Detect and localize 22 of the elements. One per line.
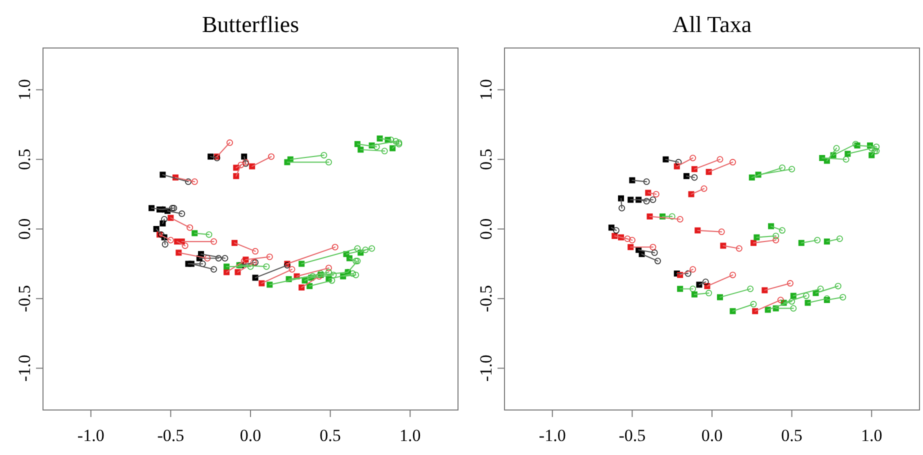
y-tick-label: 1.0 bbox=[476, 79, 496, 100]
x-tick-label: 0.5 bbox=[320, 426, 341, 445]
x-tick-label: 0.0 bbox=[240, 426, 262, 445]
x-tick-label: -0.5 bbox=[618, 426, 646, 445]
y-tick-label: -0.5 bbox=[15, 285, 34, 312]
chart-title: All Taxa bbox=[672, 12, 752, 37]
y-tick-label: 0.5 bbox=[476, 148, 496, 170]
x-tick-label: -1.0 bbox=[538, 426, 566, 445]
x-tick-label: 0.0 bbox=[701, 426, 723, 445]
x-tick-label: 1.0 bbox=[860, 426, 882, 445]
x-tick-label: 1.0 bbox=[399, 426, 421, 445]
y-tick-label: -0.5 bbox=[476, 285, 496, 312]
y-tick-label: 0.0 bbox=[15, 218, 34, 240]
chart-title: Butterflies bbox=[202, 12, 300, 37]
x-tick-label: 0.5 bbox=[781, 426, 802, 445]
y-tick-label: 0.5 bbox=[15, 148, 34, 170]
y-tick-label: -1.0 bbox=[15, 354, 34, 382]
x-tick-label: -0.5 bbox=[157, 426, 184, 445]
y-tick-label: 0.0 bbox=[476, 218, 496, 240]
y-tick-label: -1.0 bbox=[476, 354, 496, 382]
x-tick-label: -1.0 bbox=[77, 426, 104, 445]
y-tick-label: 1.0 bbox=[15, 79, 34, 100]
